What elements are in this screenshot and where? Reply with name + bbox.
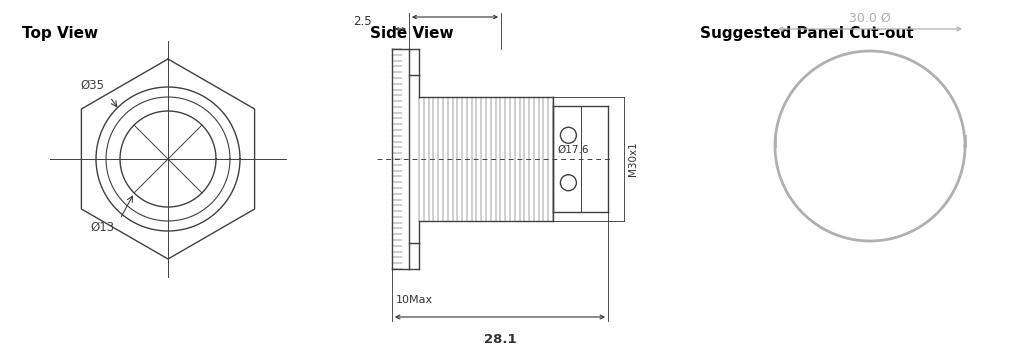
Text: 28.1: 28.1 bbox=[483, 333, 516, 344]
Text: Ø17.6: Ø17.6 bbox=[557, 145, 589, 155]
Text: 30.0 Ø: 30.0 Ø bbox=[849, 12, 891, 25]
Text: Ø13: Ø13 bbox=[90, 221, 114, 234]
Text: 10Max: 10Max bbox=[396, 295, 433, 305]
Text: 2.5: 2.5 bbox=[353, 15, 372, 28]
Text: Ø35: Ø35 bbox=[80, 79, 104, 92]
Text: M30x1: M30x1 bbox=[628, 142, 638, 176]
Text: Side View: Side View bbox=[370, 26, 454, 41]
Text: 13: 13 bbox=[447, 0, 463, 3]
Text: Suggested Panel Cut-out: Suggested Panel Cut-out bbox=[700, 26, 913, 41]
Text: Top View: Top View bbox=[22, 26, 98, 41]
